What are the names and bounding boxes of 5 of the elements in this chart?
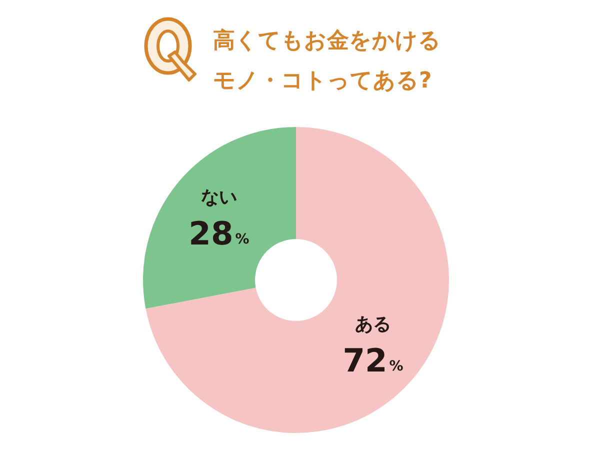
slice-label: ある — [355, 314, 392, 336]
slice-label: ない — [200, 186, 237, 208]
chart-title: 高くてもお金をかけるモノ・コトってある? — [213, 28, 441, 94]
data-label: 72% — [342, 342, 404, 380]
data-label: 28% — [188, 214, 250, 252]
